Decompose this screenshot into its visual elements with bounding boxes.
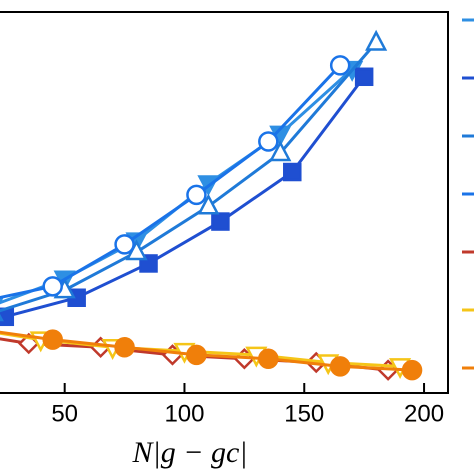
marker <box>42 276 63 297</box>
marker <box>401 359 423 381</box>
marker <box>283 162 302 182</box>
marker <box>269 140 292 162</box>
series-line <box>0 68 354 305</box>
marker <box>211 212 230 231</box>
series-line <box>4 75 366 319</box>
marker <box>114 234 135 255</box>
marker <box>0 313 4 322</box>
marker <box>186 344 207 366</box>
marker <box>42 329 63 350</box>
series-line <box>0 64 342 300</box>
marker <box>365 29 388 51</box>
plot-frame <box>0 11 449 394</box>
marker <box>354 67 374 87</box>
marker <box>329 356 351 377</box>
x-tick-label: 100 <box>164 400 204 427</box>
x-axis-label: N|g − gc| <box>131 436 247 469</box>
x-tick-label: 200 <box>404 400 444 427</box>
marker <box>258 348 279 369</box>
marker <box>329 55 351 76</box>
x-tick-label: 150 <box>284 400 324 427</box>
marker <box>186 184 207 206</box>
marker <box>258 131 279 152</box>
marker <box>0 297 4 305</box>
marker <box>197 193 220 215</box>
x-tick-label: 50 <box>51 400 78 427</box>
marker <box>114 337 135 358</box>
